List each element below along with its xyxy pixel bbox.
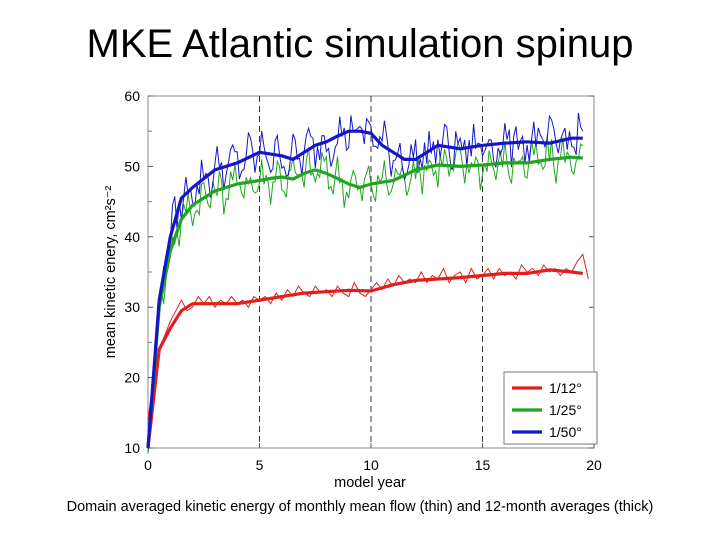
x-tick-label: 20 xyxy=(586,457,602,473)
legend: 1/12° 1/25° 1/50° xyxy=(503,371,598,445)
x-tick-label: 0 xyxy=(144,457,152,473)
y-tick-label: 50 xyxy=(124,158,140,174)
y-axis-ticks: 10 20 30 40 50 60 xyxy=(124,88,594,456)
y-tick-label: 10 xyxy=(124,440,140,456)
thick-line-series-1 xyxy=(146,268,584,449)
y-tick-label: 20 xyxy=(124,370,140,386)
thick-series-lines xyxy=(146,129,584,449)
x-tick-label: 10 xyxy=(363,457,379,473)
vertical-dashed-lines xyxy=(259,96,483,448)
x-tick-label: 5 xyxy=(256,457,264,473)
legend-label: 1/50° xyxy=(549,424,582,440)
x-axis-label: model year xyxy=(334,475,406,491)
thick-line-series-3 xyxy=(146,129,583,449)
thin-line-series-2 xyxy=(147,134,584,454)
y-tick-label: 60 xyxy=(124,88,140,104)
thick-line-series-2 xyxy=(146,155,583,449)
figure-caption: Domain averaged kinetic energy of monthl… xyxy=(66,499,654,515)
legend-label: 1/12° xyxy=(549,380,582,396)
legend-label: 1/25° xyxy=(549,402,582,418)
y-axis-label: mean kinetic enery, cm²s⁻² xyxy=(103,186,119,359)
x-axis-ticks: 0 5 10 15 20 xyxy=(144,443,602,473)
y-tick-label: 30 xyxy=(124,299,140,315)
thin-line-series-1 xyxy=(147,253,589,420)
slide-title: MKE Atlantic simulation spinup xyxy=(86,22,634,66)
x-tick-label: 15 xyxy=(475,457,491,473)
y-tick-label: 40 xyxy=(124,229,140,245)
